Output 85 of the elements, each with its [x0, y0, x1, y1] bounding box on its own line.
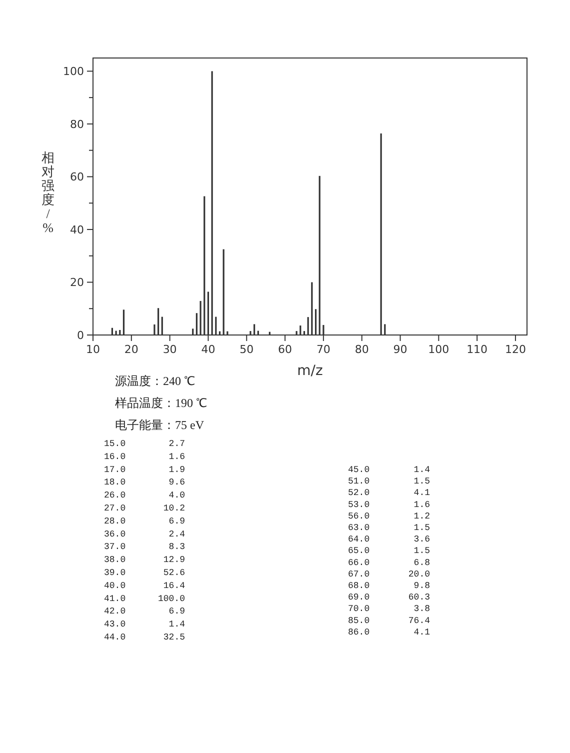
text: 6.9 — [168, 606, 185, 617]
text: 56.0 — [348, 511, 370, 522]
text: 1.5 — [414, 476, 430, 487]
x-tick-label: 30 — [162, 343, 177, 356]
text: 45.0 — [348, 465, 370, 475]
text: 52.0 — [348, 488, 370, 498]
x-tick-label: 70 — [316, 343, 330, 356]
text: 68.0 — [348, 581, 370, 591]
text: 1.9 — [168, 464, 185, 475]
text: 1.4 — [168, 620, 185, 630]
text: 53.0 — [348, 500, 370, 510]
text: 67.0 — [348, 569, 370, 580]
text: 76.4 — [408, 616, 430, 626]
text: 10.2 — [163, 504, 185, 514]
x-axis-title: m/z — [297, 363, 323, 379]
text: 100.0 — [158, 594, 185, 604]
text: 42.0 — [104, 606, 126, 617]
text: 32.5 — [163, 632, 185, 642]
text: 16.4 — [163, 580, 185, 591]
text: 66.0 — [348, 558, 370, 568]
text: 43.0 — [104, 620, 126, 630]
text: 3.6 — [414, 534, 430, 545]
y-tick-label: 60 — [70, 170, 84, 184]
text: 12.9 — [163, 555, 185, 566]
text: 18.0 — [104, 478, 126, 488]
x-tick-label: 40 — [201, 343, 216, 356]
text: 1.6 — [168, 452, 185, 462]
text: 9.8 — [414, 581, 430, 591]
text: 36.0 — [104, 529, 126, 540]
x-tick-label: 110 — [466, 343, 488, 356]
text: 8.3 — [168, 542, 185, 552]
text: 27.0 — [104, 504, 126, 514]
text: 样品温度：190 ℃ — [115, 396, 207, 410]
text: 1.4 — [414, 465, 430, 475]
text: 60.3 — [408, 592, 430, 603]
text: 3.8 — [414, 604, 430, 614]
text: 69.0 — [348, 592, 370, 603]
text: 4.0 — [168, 490, 185, 501]
text: 44.0 — [104, 632, 126, 642]
text: 1.5 — [414, 546, 430, 556]
x-tick-label: 90 — [393, 343, 408, 356]
text: 16.0 — [104, 452, 126, 462]
text: 源温度：240 ℃ — [115, 374, 195, 388]
text: 电子能量：75 eV — [115, 418, 204, 432]
text: 2.4 — [168, 529, 185, 540]
text: 63.0 — [348, 523, 370, 533]
x-tick-label: 50 — [240, 343, 254, 356]
text: 86.0 — [348, 627, 370, 638]
y-tick-label: 0 — [77, 329, 84, 342]
text: 6.8 — [414, 558, 430, 568]
text: 4.1 — [414, 627, 430, 638]
text: 1.2 — [414, 511, 430, 522]
y-tick-label: 40 — [70, 223, 84, 236]
text: 65.0 — [348, 546, 370, 556]
y-tick-label: 100 — [63, 65, 84, 78]
text: 1.6 — [414, 500, 430, 510]
text: 64.0 — [348, 534, 370, 545]
text: 51.0 — [348, 476, 370, 487]
text: 26.0 — [104, 490, 126, 501]
text: 6.9 — [168, 516, 185, 526]
text: 28.0 — [104, 516, 126, 526]
y-tick-label: 20 — [70, 276, 84, 290]
text: 41.0 — [104, 594, 126, 604]
x-tick-label: 60 — [278, 343, 292, 356]
text: 20.0 — [408, 569, 430, 580]
text: 39.0 — [104, 568, 126, 578]
x-tick-label: 20 — [124, 343, 138, 356]
text: 4.1 — [414, 488, 430, 498]
text: 52.6 — [163, 568, 185, 578]
text: 70.0 — [348, 604, 370, 614]
text: 17.0 — [104, 464, 126, 475]
text: 1.5 — [414, 523, 430, 533]
text: 37.0 — [104, 542, 126, 552]
y-tick-label: 80 — [70, 118, 84, 131]
y-axis-title: 相对强度/% — [42, 150, 54, 235]
text: 2.7 — [168, 439, 185, 449]
x-tick-label: 120 — [504, 343, 526, 356]
text: 40.0 — [104, 580, 126, 591]
text: 38.0 — [104, 555, 126, 566]
x-tick-label: 10 — [86, 343, 100, 356]
text: 15.0 — [104, 439, 126, 449]
text: 9.6 — [168, 478, 185, 488]
x-tick-label: 100 — [428, 343, 450, 356]
text: 85.0 — [348, 616, 370, 626]
x-tick-label: 80 — [354, 343, 369, 356]
